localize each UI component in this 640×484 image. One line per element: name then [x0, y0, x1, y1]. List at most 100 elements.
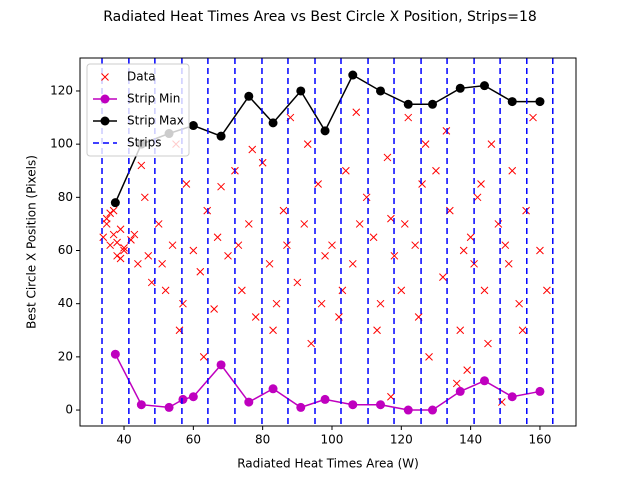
data-point — [404, 113, 413, 122]
data-point — [504, 259, 513, 268]
plot-area — [99, 58, 554, 426]
data-point — [279, 206, 288, 215]
data-point — [400, 220, 409, 228]
x-tick-label: 120 — [390, 433, 413, 447]
data-point — [397, 286, 406, 295]
data-point — [189, 246, 198, 255]
legend-label: Strip Max — [127, 114, 184, 128]
data-point — [238, 286, 246, 295]
series-point — [178, 394, 188, 404]
data-point — [459, 246, 468, 255]
data-point — [168, 241, 177, 250]
series-point — [428, 405, 438, 415]
data-point — [508, 166, 517, 175]
data-point — [452, 379, 461, 388]
x-tick-label: 60 — [186, 433, 201, 447]
series-point — [188, 121, 198, 131]
series-point — [244, 397, 254, 407]
legend-box — [86, 63, 190, 157]
data-point — [341, 166, 350, 175]
data-point — [373, 326, 381, 335]
series-point — [455, 386, 465, 396]
series-point — [320, 394, 330, 404]
data-point — [109, 230, 118, 239]
data-point — [182, 180, 191, 188]
series-point — [535, 386, 545, 396]
legend-swatch — [101, 73, 109, 81]
data-point — [439, 273, 447, 281]
series-point — [320, 126, 330, 136]
data-point — [116, 254, 125, 263]
x-tick-label: 80 — [255, 433, 270, 447]
data-point — [161, 286, 170, 295]
series-point — [164, 402, 174, 412]
x-axis-label: Radiated Heat Times Area (W) — [237, 457, 419, 471]
legend-label: Data — [127, 70, 156, 84]
data-point — [314, 180, 322, 188]
data-point — [369, 233, 378, 242]
y-tick-label: 0 — [65, 403, 73, 417]
data-point — [387, 392, 395, 401]
data-point — [272, 299, 281, 308]
data-point — [338, 286, 347, 295]
data-point — [536, 246, 544, 255]
series-point — [216, 360, 226, 370]
data-point — [480, 286, 489, 295]
series-point — [479, 81, 489, 91]
series-point — [110, 198, 120, 208]
data-point — [293, 278, 302, 287]
data-point — [120, 243, 128, 252]
series-point — [216, 131, 226, 141]
data-point — [390, 251, 399, 260]
series-point — [507, 97, 517, 107]
data-point — [179, 299, 187, 308]
data-point — [466, 233, 475, 242]
series-point — [507, 392, 517, 402]
series-point — [268, 118, 278, 128]
series-point — [268, 384, 278, 394]
data-point — [432, 166, 440, 175]
data-point — [303, 140, 312, 149]
series-point — [455, 83, 465, 93]
data-point — [352, 108, 361, 117]
series-point — [376, 400, 386, 410]
data-point — [106, 241, 115, 250]
series-point — [136, 400, 146, 410]
series-point — [403, 405, 413, 415]
data-point — [307, 339, 316, 348]
series-point — [403, 99, 413, 109]
data-point — [234, 241, 243, 250]
data-point — [529, 113, 537, 122]
data-point — [251, 313, 260, 321]
data-point — [269, 326, 277, 335]
data-point — [106, 209, 115, 218]
series-point — [110, 349, 120, 359]
legend-label: Strip Min — [127, 92, 180, 106]
y-axis-label: Best Circle X Position (Pixels) — [25, 155, 39, 329]
data-point — [518, 326, 527, 335]
data-point — [300, 220, 309, 228]
x-tick-label: 160 — [528, 433, 551, 447]
data-point — [348, 259, 357, 268]
y-tick-label: 100 — [50, 137, 73, 151]
series-point — [348, 400, 358, 410]
data-point — [116, 225, 125, 234]
series-point — [244, 91, 254, 101]
data-point — [425, 353, 433, 361]
legend-swatch — [100, 116, 110, 126]
series-point — [376, 86, 386, 96]
data-point — [113, 251, 121, 260]
data-point — [501, 241, 510, 250]
data-point — [411, 241, 420, 250]
data-point — [147, 278, 156, 287]
data-point — [217, 182, 225, 191]
chart-title: Radiated Heat Times Area vs Best Circle … — [103, 9, 537, 25]
axes-frame — [79, 57, 577, 427]
data-point — [213, 233, 222, 242]
data-point — [328, 241, 336, 250]
data-point — [515, 299, 524, 308]
data-point — [248, 145, 257, 154]
legend-label: Strips — [127, 136, 161, 150]
y-tick-label: 40 — [58, 296, 73, 310]
